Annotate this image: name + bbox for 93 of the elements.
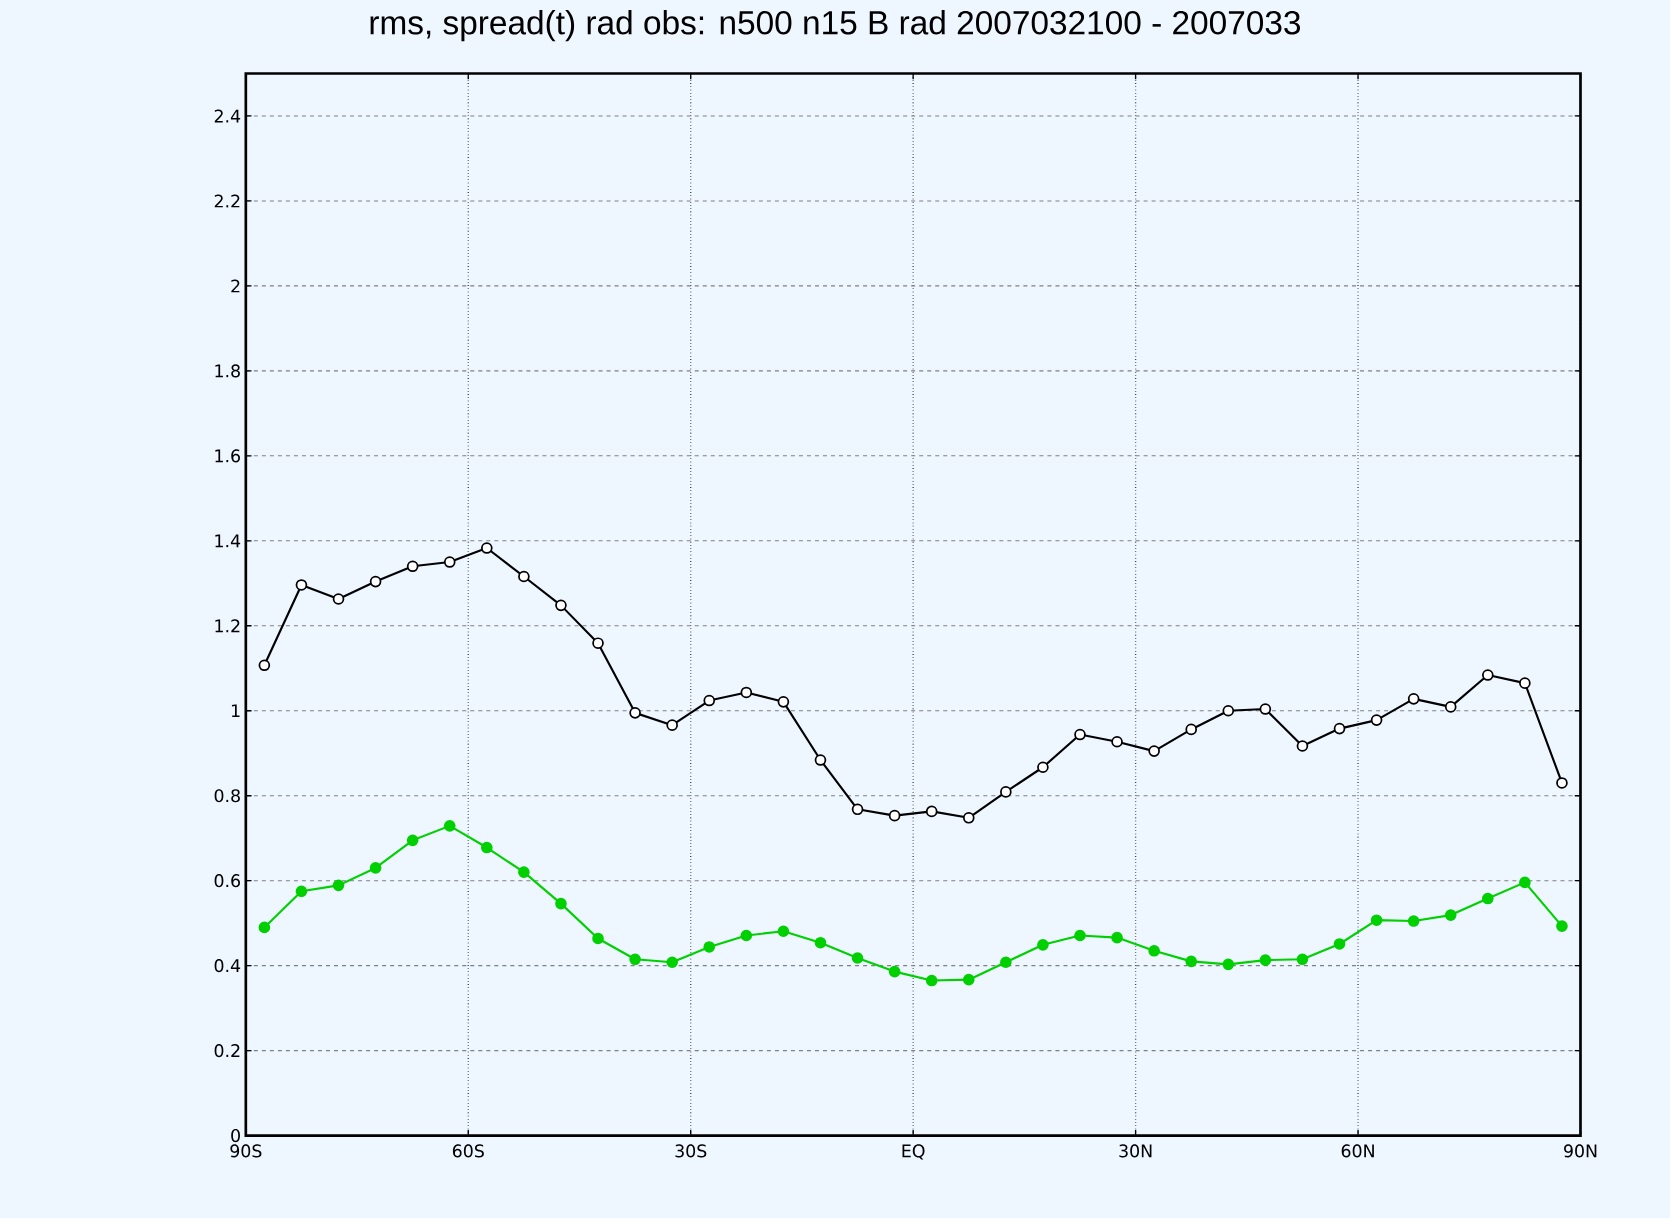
point <box>703 694 716 707</box>
point <box>555 897 567 910</box>
point <box>295 578 308 591</box>
x-tick-label: 60S <box>452 1144 484 1158</box>
point <box>888 809 901 822</box>
y-tick-label: 2 <box>231 279 240 293</box>
point <box>1296 739 1309 752</box>
point <box>888 965 901 978</box>
y-tick-label: 2.4 <box>214 109 241 123</box>
point <box>740 686 753 699</box>
point <box>777 925 790 937</box>
point <box>332 592 345 605</box>
point <box>814 936 827 949</box>
y-tick-label: 1 <box>231 704 240 717</box>
point <box>555 599 567 611</box>
point <box>1556 776 1568 789</box>
point <box>258 659 271 671</box>
point <box>629 706 641 719</box>
y-tick-label: 0 <box>231 1128 240 1142</box>
point <box>1333 937 1346 950</box>
point <box>1148 745 1160 757</box>
point <box>1444 700 1457 713</box>
point <box>1074 728 1086 741</box>
point <box>1444 909 1457 921</box>
point <box>703 940 716 953</box>
y-tick-label: 2.2 <box>214 194 240 208</box>
y-tick-label: 1.6 <box>215 449 241 463</box>
point <box>666 719 678 731</box>
point <box>1370 714 1383 726</box>
x-tick-label: 90S <box>230 1144 262 1158</box>
point <box>1185 955 1198 968</box>
point <box>1259 703 1272 715</box>
point <box>1296 953 1309 965</box>
y-tick-label: 0.4 <box>214 958 241 973</box>
point <box>295 885 308 897</box>
point <box>1519 876 1531 888</box>
point <box>369 861 382 874</box>
point <box>406 834 419 846</box>
point <box>1407 692 1420 705</box>
point <box>332 879 345 891</box>
x-tick-label: 60N <box>1341 1144 1374 1158</box>
point <box>666 956 678 968</box>
y-tick-label: 1.4 <box>215 534 241 547</box>
y-tick-label: 1.2 <box>215 619 240 633</box>
x-tick-label: 30S <box>675 1144 707 1158</box>
point <box>258 921 271 934</box>
point <box>1259 954 1272 966</box>
x-tick-label: 30N <box>1119 1144 1152 1158</box>
point <box>1185 723 1198 736</box>
point <box>962 811 975 824</box>
point <box>1000 956 1012 968</box>
chart-title: rms, spread(t) rad obs: n500 n15 B rad 2007032100 - 2007033 <box>370 9 1301 41</box>
point <box>1037 938 1049 951</box>
y-tick-label: 0.8 <box>214 788 240 803</box>
point <box>480 841 493 854</box>
point <box>406 560 419 572</box>
point <box>1074 929 1086 942</box>
point <box>851 951 864 964</box>
point <box>443 819 456 832</box>
point <box>629 953 641 965</box>
point <box>1222 958 1235 970</box>
point <box>925 805 938 818</box>
x-tick-label: EQ <box>902 1144 925 1160</box>
point <box>1148 944 1160 957</box>
point <box>1111 735 1123 748</box>
point <box>1519 677 1531 689</box>
point <box>1370 914 1383 926</box>
point <box>1037 761 1049 773</box>
point <box>1481 892 1494 905</box>
y-tick-label: 0.6 <box>214 873 241 888</box>
point <box>925 974 938 987</box>
point <box>1333 722 1346 735</box>
point <box>1481 669 1494 681</box>
point <box>480 542 493 554</box>
point <box>369 575 382 588</box>
y-tick-label: 0.2 <box>214 1043 240 1057</box>
point <box>592 932 604 945</box>
point <box>1000 785 1012 798</box>
point <box>1556 920 1568 932</box>
point <box>1222 704 1235 717</box>
y-tick-label: 1.8 <box>215 364 240 378</box>
point <box>443 556 456 568</box>
point <box>1407 915 1420 927</box>
point <box>851 803 864 815</box>
point <box>814 754 827 766</box>
point <box>592 637 604 649</box>
point <box>740 929 753 942</box>
point <box>962 973 975 986</box>
point <box>518 866 530 878</box>
point <box>518 570 530 583</box>
point <box>1111 931 1123 944</box>
point <box>777 695 790 708</box>
x-tick-label: 90N <box>1564 1144 1597 1158</box>
